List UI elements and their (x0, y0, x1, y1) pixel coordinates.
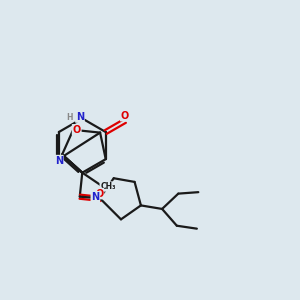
Text: CH₃: CH₃ (100, 182, 116, 191)
Text: O: O (95, 189, 103, 199)
Text: O: O (121, 111, 129, 121)
Text: N: N (91, 192, 99, 202)
Text: O: O (73, 125, 81, 135)
Text: H: H (67, 112, 73, 122)
Text: N: N (76, 112, 84, 122)
Text: N: N (55, 156, 63, 166)
